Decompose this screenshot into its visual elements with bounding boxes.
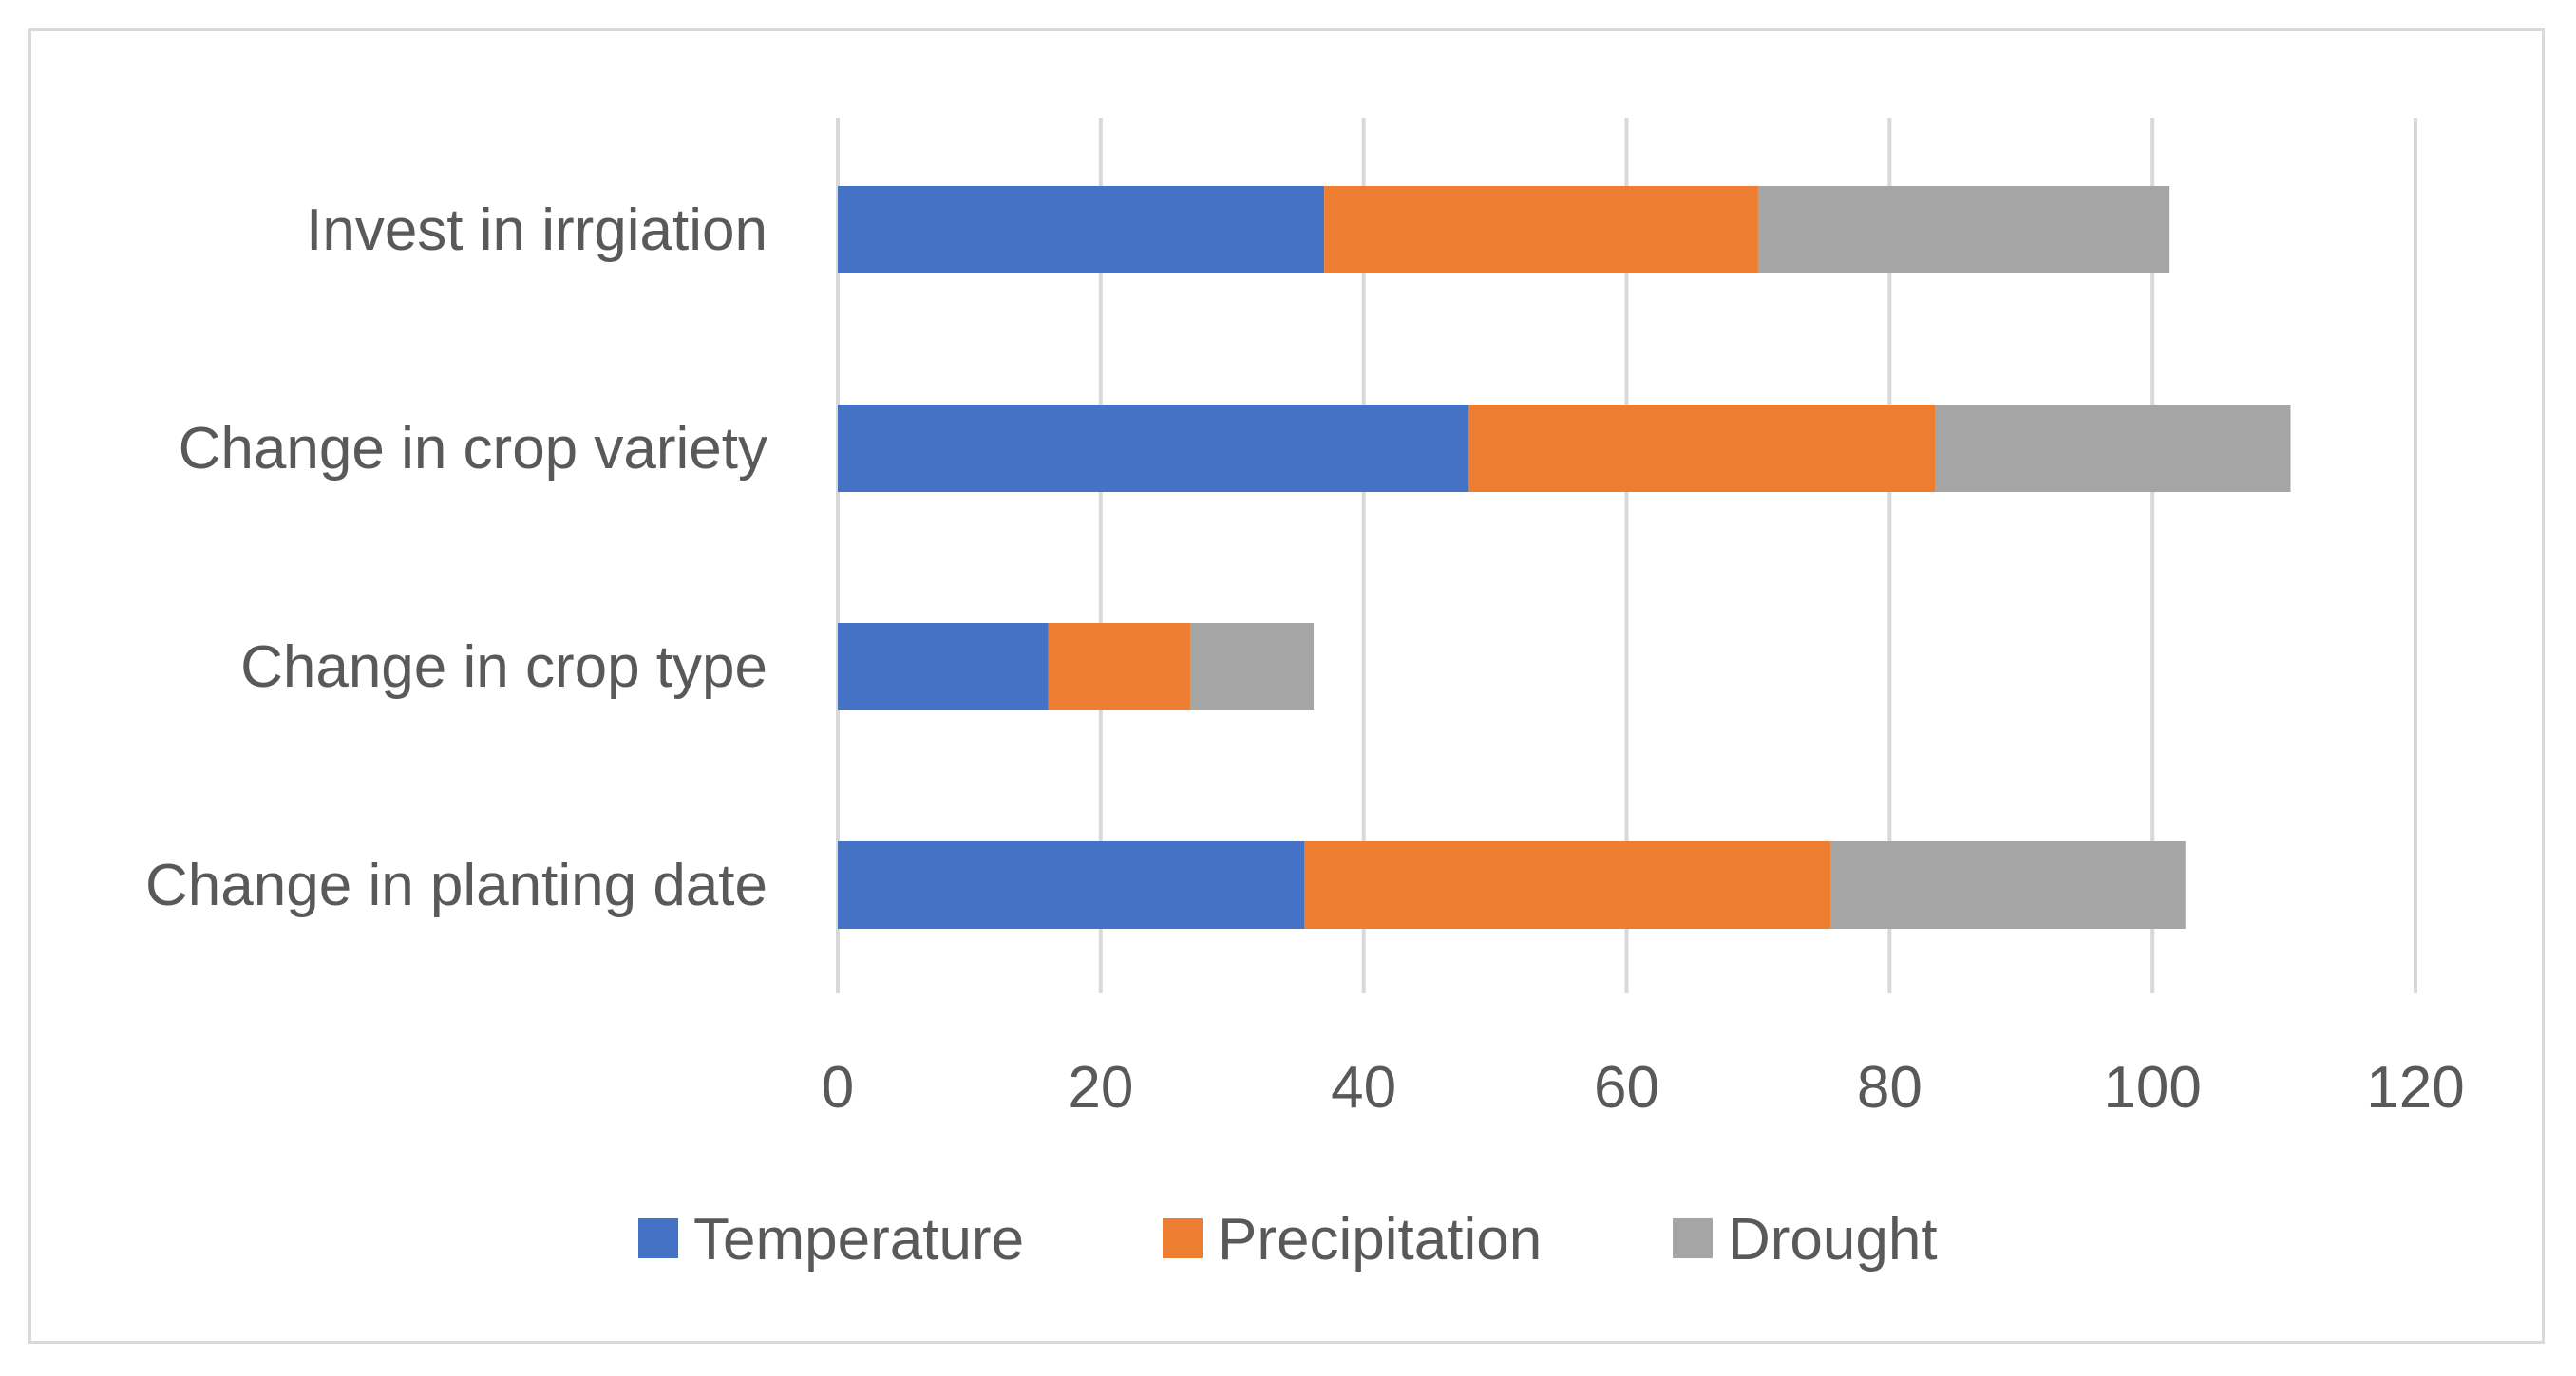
x-tick-label-40: 40 (1331, 1055, 1396, 1121)
bar-layer (838, 186, 2291, 929)
bar-temperature-1 (838, 186, 1325, 273)
bar-temperature-3 (838, 623, 1049, 710)
bar-temperature-4 (838, 841, 1305, 929)
x-axis-tick-labels: 0 20 40 60 80 100 120 (822, 1055, 2465, 1121)
category-label-1: Invest in irrgiation (306, 198, 767, 263)
bar-temperature-2 (838, 405, 1469, 492)
x-tick-label-60: 60 (1594, 1055, 1659, 1121)
legend: Temperature Precipitation Drought (638, 1207, 1938, 1272)
category-label-3: Change in crop type (240, 634, 767, 700)
bar-drought-2 (1935, 405, 2291, 492)
bar-drought-4 (1830, 841, 2186, 929)
x-tick-label-20: 20 (1068, 1055, 1133, 1121)
category-label-2: Change in crop variety (179, 416, 767, 481)
legend-label-temperature: Temperature (693, 1207, 1024, 1272)
legend-swatch-drought (1673, 1218, 1713, 1258)
x-tick-label-120: 120 (2366, 1055, 2464, 1121)
category-labels: Invest in irrgiation Change in crop varie… (145, 198, 767, 918)
x-tick-label-0: 0 (822, 1055, 854, 1121)
legend-swatch-precipitation (1163, 1218, 1203, 1258)
category-label-4: Change in planting date (145, 853, 767, 918)
x-tick-label-100: 100 (2103, 1055, 2201, 1121)
bar-precipitation-4 (1304, 841, 1831, 929)
x-tick-label-80: 80 (1857, 1055, 1923, 1121)
bar-precipitation-1 (1324, 186, 1758, 273)
legend-label-drought: Drought (1728, 1207, 1938, 1272)
legend-swatch-temperature (638, 1218, 678, 1258)
bar-precipitation-2 (1468, 405, 1936, 492)
legend-label-precipitation: Precipitation (1218, 1207, 1542, 1272)
bar-drought-1 (1757, 186, 2170, 273)
bar-drought-3 (1189, 623, 1315, 710)
bar-precipitation-3 (1048, 623, 1190, 710)
